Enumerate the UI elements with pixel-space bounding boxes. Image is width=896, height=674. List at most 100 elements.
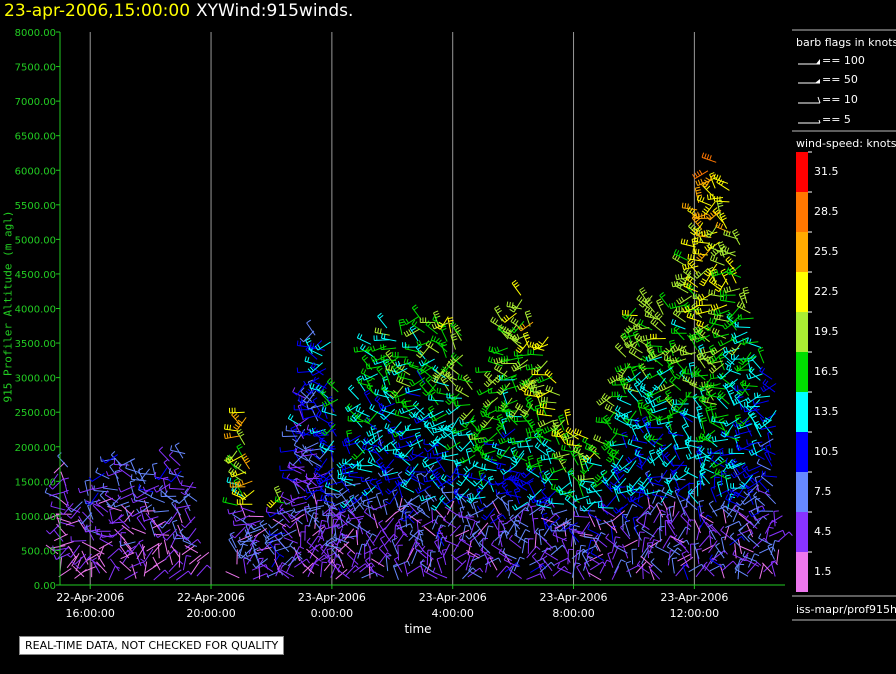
barb-column-24 (335, 429, 369, 580)
x-tick-date-0: 22-Apr-2006 (56, 591, 124, 604)
barb-column-51 (655, 339, 694, 577)
y-tick-label-1: 500.00 (21, 546, 56, 557)
barb-column-38 (497, 279, 532, 580)
barb-column-23 (324, 480, 360, 577)
barb-column-47 (607, 327, 641, 578)
x-tick-date-4: 23-Apr-2006 (540, 591, 608, 604)
speed-legend-label-9: 4.5 (814, 525, 832, 538)
y-axis-label: 915 Profiler Altitude (m agl) (1, 210, 15, 403)
y-tick-label-2: 1000.00 (15, 512, 56, 523)
chart-datetime: 23-apr-2006,15:00:00 (4, 1, 191, 21)
y-tick-labels: 0.00 500.00 1000.00 1500.00 2000.00 2500.00 30… (15, 28, 60, 592)
speed-legend-label-3: 22.5 (814, 285, 839, 298)
barb-column-28 (377, 318, 413, 580)
barb-column-35 (463, 417, 502, 579)
barb-legend-label-100: == 100 (822, 54, 865, 67)
barb-column-10 (160, 442, 202, 581)
quality-notice: REAL-TIME DATA, NOT CHECKED FOR QUALITY (19, 636, 285, 655)
colorbar-swatch-6 (796, 392, 808, 432)
x-tick-date-2: 23-Apr-2006 (298, 591, 366, 604)
colorbar-swatch-5 (796, 352, 808, 392)
barb-column-54 (691, 152, 733, 577)
x-tick-labels: 22-Apr-2006 16:00:00 22-Apr-2006 20:00:00 23… (56, 585, 728, 620)
speed-legend-label-4: 19.5 (814, 325, 839, 338)
barb-column-29 (391, 351, 426, 577)
colorbar-swatch-0 (796, 152, 808, 192)
y-tick-label-16: 8000.00 (15, 28, 56, 39)
barb-legend-glyph-0 (798, 59, 820, 65)
speed-legend-title: wind-speed: knots (796, 137, 896, 150)
y-tick-label-0: 0.00 (34, 581, 56, 592)
x-tick-date-3: 23-Apr-2006 (419, 591, 487, 604)
speed-legend-label-6: 13.5 (814, 405, 839, 418)
colorbar-swatch-1 (796, 192, 808, 232)
barb-column-21 (305, 341, 342, 578)
wind-barb-field (44, 152, 793, 581)
y-tick-label-6: 3000.00 (15, 374, 56, 385)
barb-legend-glyph-3 (798, 119, 821, 124)
barb-column-17 (268, 496, 305, 579)
barb-legend-label-50: == 50 (822, 73, 858, 86)
barb-column-0 (44, 452, 77, 578)
barb-legend-glyph-1 (798, 79, 820, 84)
y-tick-label-5: 2500.00 (15, 408, 56, 419)
barb-legend-glyphs (798, 59, 821, 124)
x-tick-clock-2: 0:00:00 (311, 607, 353, 620)
barb-legend-glyph-2 (798, 96, 821, 104)
source-label: iss-mapr/prof915h (796, 603, 896, 616)
barb-column-32 (425, 315, 462, 579)
colorbar-swatch-10 (796, 552, 808, 592)
barb-column-11 (173, 480, 212, 577)
y-tick-label-7: 3500.00 (15, 339, 56, 350)
legend-panel (792, 29, 896, 621)
barb-column-7 (125, 463, 158, 577)
barb-column-30 (402, 304, 438, 577)
barb-column-22 (315, 377, 350, 580)
x-tick-clock-1: 20:00:00 (186, 607, 235, 620)
y-tick-label-10: 5000.00 (15, 235, 56, 246)
speed-legend-label-7: 10.5 (814, 445, 839, 458)
x-axis-label: time (404, 622, 432, 636)
y-tick-label-4: 2000.00 (15, 443, 56, 454)
y-tick-label-15: 7500.00 (15, 63, 56, 74)
barb-column-57 (728, 286, 768, 577)
barb-legend-label-5: == 5 (822, 113, 851, 126)
colorbar-swatch-2 (796, 232, 808, 272)
barb-column-36 (475, 367, 511, 578)
barb-column-14 (239, 515, 264, 580)
y-tick-label-13: 6500.00 (15, 132, 56, 143)
colorbar-swatch-3 (796, 272, 808, 312)
chart-product-name: XYWind:915winds. (196, 1, 354, 21)
barb-column-58 (740, 337, 779, 579)
barb-column-1 (52, 477, 87, 579)
barb-column-49 (632, 287, 666, 581)
barb-column-59 (752, 366, 793, 577)
barb-column-5 (99, 451, 138, 580)
colorbar-swatch-9 (796, 512, 808, 552)
vertical-grid (89, 32, 695, 585)
barb-column-52 (668, 248, 706, 580)
colorbar-swatch-7 (796, 432, 808, 472)
speed-legend-label-2: 25.5 (814, 245, 839, 258)
x-tick-clock-4: 8:00:00 (552, 607, 594, 620)
x-tick-date-5: 23-Apr-2006 (660, 591, 728, 604)
y-tick-label-8: 4000.00 (15, 305, 56, 316)
speed-legend-label-8: 7.5 (814, 485, 832, 498)
barb-column-45 (583, 434, 612, 581)
barb-column-33 (438, 321, 477, 580)
x-tick-clock-5: 12:00:00 (670, 607, 719, 620)
colorbar-swatch-8 (796, 472, 808, 512)
barb-column-55 (704, 173, 746, 579)
barb-column-56 (716, 228, 756, 580)
barb-legend-label-10: == 10 (822, 93, 858, 106)
barb-column-3 (77, 487, 105, 578)
colorbar-swatch-4 (796, 312, 808, 352)
y-tick-label-9: 4500.00 (15, 270, 56, 281)
barb-column-41 (534, 369, 571, 577)
barb-legend-title: barb flags in knots (796, 36, 896, 49)
y-tick-label-14: 7000.00 (15, 97, 56, 108)
barb-column-25 (341, 375, 378, 579)
speed-legend-label-0: 31.5 (814, 165, 839, 178)
speed-legend-label-5: 16.5 (814, 365, 839, 378)
